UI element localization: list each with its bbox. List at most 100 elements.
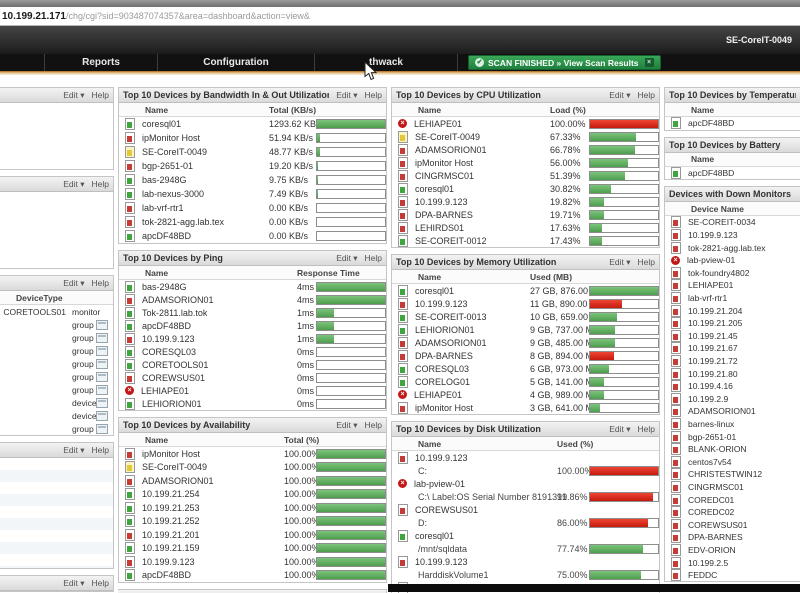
device-name-link[interactable]: bas-2948G <box>142 282 187 292</box>
device-name-link[interactable]: apcDF48BD <box>142 570 191 580</box>
list-item[interactable]: CINGRMSC01 <box>665 481 800 494</box>
list-item[interactable]: BLANK-ORION <box>665 443 800 456</box>
device-name-link[interactable]: 10.199.4.16 <box>688 381 733 391</box>
device-name-link[interactable]: 10.199.21.201 <box>142 530 200 540</box>
device-name-link[interactable]: coresql01 <box>142 119 181 129</box>
device-name-link[interactable]: 10.199.21.205 <box>688 318 742 328</box>
device-name-link[interactable]: CORESQL03 <box>142 347 196 357</box>
monitor-group-row[interactable]: group <box>0 357 113 370</box>
device-name-link[interactable]: lab-vrf-rtr1 <box>688 293 727 303</box>
list-item[interactable]: SE-COREIT-0034 <box>665 216 800 229</box>
list-item[interactable]: FEDDC <box>665 569 800 582</box>
list-item[interactable]: 10.199.21.67 <box>665 342 800 355</box>
device-name-link[interactable]: 10.199.9.123 <box>415 557 468 567</box>
device-name-link[interactable]: lab-pview-01 <box>687 255 735 265</box>
list-item[interactable]: EDV-ORION <box>665 544 800 557</box>
device-name-link[interactable]: CINGRMSC01 <box>688 482 744 492</box>
report-icon[interactable] <box>96 320 108 330</box>
device-name-link[interactable]: lab-vrf-rtr1 <box>142 203 184 213</box>
edit-menu-button[interactable]: Edit ▾ <box>63 445 84 456</box>
device-name-link[interactable]: FEDDC <box>688 570 717 580</box>
monitor-group-row[interactable]: device <box>0 409 113 422</box>
list-item[interactable]: 10.199.21.205 <box>665 317 800 330</box>
device-name-link[interactable]: barnes-linux <box>688 419 734 429</box>
table-row[interactable]: C:100.00% <box>392 464 659 477</box>
list-item[interactable]: 10.199.21.45 <box>665 330 800 343</box>
device-name-link[interactable]: LEHIORION01 <box>142 399 202 409</box>
device-name-link[interactable]: LEHIORION01 <box>415 325 475 335</box>
list-item[interactable]: DPA-BARNES <box>665 531 800 544</box>
device-name-link[interactable]: 10.199.21.80 <box>688 369 738 379</box>
help-link[interactable]: Help <box>92 90 109 100</box>
device-name-link[interactable]: BLANK-ORION <box>688 444 747 454</box>
report-icon[interactable] <box>96 398 108 408</box>
device-name-link[interactable]: ADAMSORION01 <box>415 338 487 348</box>
device-name-link[interactable]: coresql01 <box>415 184 454 194</box>
device-name-link[interactable]: apcDF48BD <box>688 118 734 128</box>
device-name-link[interactable]: bas-2948G <box>142 175 187 185</box>
device-name-link[interactable]: bgp-2651-01 <box>142 161 193 171</box>
device-name-link[interactable]: CHRISTESTWIN12 <box>688 469 762 479</box>
device-name-link[interactable]: ADAMSORION01 <box>142 476 214 486</box>
device-name-link[interactable]: LEHIAPE01 <box>414 119 462 129</box>
report-icon[interactable] <box>96 346 108 356</box>
device-name-link[interactable]: 10.199.21.254 <box>142 489 200 499</box>
list-item[interactable]: CHRISTESTWIN12 <box>665 468 800 481</box>
help-link[interactable]: Help <box>92 445 109 455</box>
device-name-link[interactable]: 10.199.2.5 <box>688 558 728 568</box>
nav-reports[interactable]: Reports <box>45 54 158 71</box>
device-name-link[interactable]: DPA-BARNES <box>415 351 473 361</box>
monitor-group-row[interactable]: group <box>0 318 113 331</box>
help-link[interactable]: Help <box>365 90 382 100</box>
help-link[interactable]: Help <box>365 420 382 430</box>
close-icon[interactable]: × <box>645 58 654 67</box>
list-item[interactable]: apcDF48BD <box>665 117 800 130</box>
device-name-link[interactable]: SE-CoreIT-0049 <box>415 132 480 142</box>
edit-menu-button[interactable]: Edit ▾ <box>63 179 84 190</box>
device-name-link[interactable]: ADAMSORION01 <box>688 406 756 416</box>
device-name-link[interactable]: 10.199.2.9 <box>688 394 728 404</box>
list-item[interactable]: ADAMSORION01 <box>665 405 800 418</box>
help-link[interactable]: Help <box>92 179 109 189</box>
monitor-group-row[interactable]: group <box>0 331 113 344</box>
list-item[interactable]: 10.199.4.16 <box>665 380 800 393</box>
edit-menu-button[interactable]: Edit ▾ <box>609 257 630 268</box>
table-row-device[interactable]: 10.199.9.123 <box>392 451 659 464</box>
edit-menu-button[interactable]: Edit ▾ <box>609 90 630 101</box>
device-name-link[interactable]: COREDC01 <box>688 495 734 505</box>
list-item[interactable]: LEHIAPE01 <box>665 279 800 292</box>
table-row-device[interactable]: 10.199.9.123 <box>392 555 659 568</box>
help-link[interactable]: Help <box>92 278 109 288</box>
list-item[interactable]: tok-foundry4802 <box>665 267 800 280</box>
table-row-device[interactable]: ×lab-pview-01 <box>392 477 659 490</box>
device-name-link[interactable]: COREWSUS01 <box>688 520 748 530</box>
table-row[interactable]: D:86.00% <box>392 516 659 529</box>
list-item[interactable]: 10.199.21.204 <box>665 304 800 317</box>
device-name-link[interactable]: 10.199.21.72 <box>688 356 738 366</box>
monitor-group-row[interactable]: device <box>0 396 113 409</box>
device-name-link[interactable]: SE-CoreIT-0049 <box>142 462 207 472</box>
report-icon[interactable] <box>96 333 108 343</box>
edit-menu-button[interactable]: Edit ▾ <box>63 578 84 589</box>
nav-configuration[interactable]: Configuration <box>158 54 315 71</box>
device-name-link[interactable]: 10.199.9.123 <box>415 453 468 463</box>
